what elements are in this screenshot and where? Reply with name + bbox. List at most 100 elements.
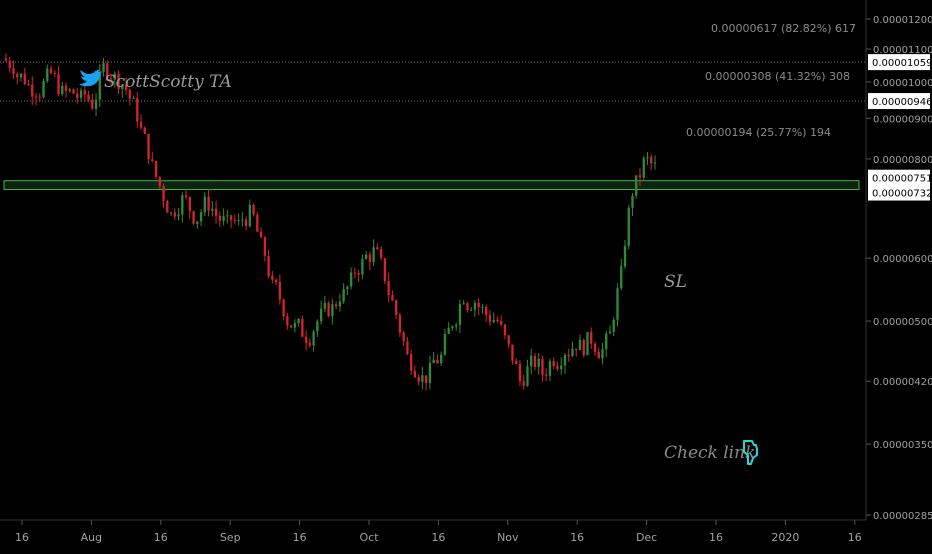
candle-body <box>267 255 270 277</box>
candle-body <box>121 84 124 89</box>
candle-body <box>470 309 473 311</box>
candle-body <box>316 321 319 332</box>
candle-body <box>282 299 285 317</box>
candle-body <box>575 348 578 351</box>
candle-body <box>537 358 540 368</box>
candle-body <box>349 272 353 287</box>
candle-body <box>218 215 221 221</box>
candle-body <box>244 219 248 227</box>
candle-body <box>563 355 567 366</box>
candles-group <box>4 53 657 391</box>
x-tick-label: 2020 <box>771 531 799 544</box>
candle-body <box>102 63 105 72</box>
candle-body <box>409 354 413 371</box>
candle-body <box>117 73 120 89</box>
candle-body <box>372 247 375 263</box>
x-tick-label: Aug <box>81 531 102 544</box>
candle-body <box>511 344 514 361</box>
y-tick-label: 0.00000600 <box>873 254 932 265</box>
candle-body <box>440 354 443 364</box>
candle-body <box>271 276 274 280</box>
candle-body <box>376 247 379 250</box>
candle-body <box>23 73 26 85</box>
candle-body <box>526 366 529 386</box>
candle-body <box>642 157 645 178</box>
candle-body <box>515 360 518 364</box>
check-link-text[interactable]: Check link <box>664 443 755 463</box>
sl-label: SL <box>664 272 687 292</box>
candle-body <box>143 127 146 134</box>
candle-body <box>38 96 41 98</box>
candle-body <box>64 85 68 91</box>
candle-body <box>177 214 180 217</box>
candle-body <box>638 175 642 178</box>
candle-body <box>443 333 447 355</box>
candle-body <box>503 324 507 336</box>
candle-body <box>552 361 555 366</box>
candle-body <box>162 186 165 202</box>
candle-body <box>398 314 402 333</box>
candle-body <box>319 308 323 322</box>
x-axis: 16 Aug 16 Sep 16 Oct 16 Nov 16 Dec 16 2020 16 <box>15 520 862 544</box>
candle-body <box>106 63 109 79</box>
candle-body <box>113 73 116 80</box>
x-tick-label: 16 <box>154 531 168 544</box>
price-levels: 0.00001059 0.00000946 0.00000751 0.00000732 <box>868 54 932 201</box>
candle-body <box>466 303 469 310</box>
check-link[interactable]: Check link <box>664 440 758 465</box>
candle-body <box>424 375 428 383</box>
candle-body <box>226 215 229 217</box>
y-tick-label: 0.00000350 <box>873 440 932 451</box>
candle-body <box>98 71 101 100</box>
candle-body <box>631 195 634 208</box>
candle-body <box>4 58 8 61</box>
candle-body <box>229 215 233 220</box>
candle-body <box>368 254 372 263</box>
candle-body <box>447 328 450 334</box>
candle-body <box>184 195 188 198</box>
candle-body <box>391 295 394 301</box>
candle-body <box>19 73 23 78</box>
candle-body <box>57 74 60 95</box>
target-label-2: 0.00000308 (41.32%) 308 <box>705 70 850 83</box>
candle-body <box>248 204 252 227</box>
candle-body <box>203 196 206 213</box>
price-level-label: 0.00000732 <box>872 189 932 200</box>
target-label-1: 0.00000617 (82.82%) 617 <box>711 22 856 35</box>
x-tick-label: 16 <box>570 531 584 544</box>
candle-body <box>582 339 585 356</box>
candle-body <box>458 304 462 325</box>
candle-body <box>593 343 597 352</box>
candle-body <box>578 339 582 351</box>
candle-body <box>124 84 128 90</box>
candle-body <box>500 321 503 325</box>
candle-body <box>623 245 627 267</box>
candle-body <box>173 212 176 217</box>
candle-body <box>83 90 86 95</box>
price-level-box <box>868 184 930 201</box>
candle-body <box>364 254 368 259</box>
candle-body <box>627 207 630 246</box>
candle-body <box>34 96 38 98</box>
pointing-hand-icon <box>743 440 758 465</box>
candle-body <box>61 85 64 95</box>
candle-body <box>8 60 11 69</box>
candle-body <box>522 381 525 386</box>
candle-body <box>256 214 259 232</box>
y-axis: 0.00001200 0.00001100 0.00001000 0.00000900… <box>866 15 932 522</box>
candle-body <box>76 93 79 98</box>
candle-body <box>357 273 360 275</box>
candle-body <box>650 156 653 164</box>
candle-body <box>402 332 405 342</box>
candle-body <box>635 175 638 196</box>
candle-body <box>492 319 495 323</box>
candle-body <box>323 302 327 309</box>
candle-body <box>485 306 488 315</box>
candle-body <box>612 319 615 332</box>
candle-body <box>462 303 465 305</box>
y-tick-label: 0.00001200 <box>873 15 932 26</box>
candle-body <box>481 306 484 308</box>
candle-body <box>259 231 263 238</box>
candle-body <box>109 78 113 80</box>
